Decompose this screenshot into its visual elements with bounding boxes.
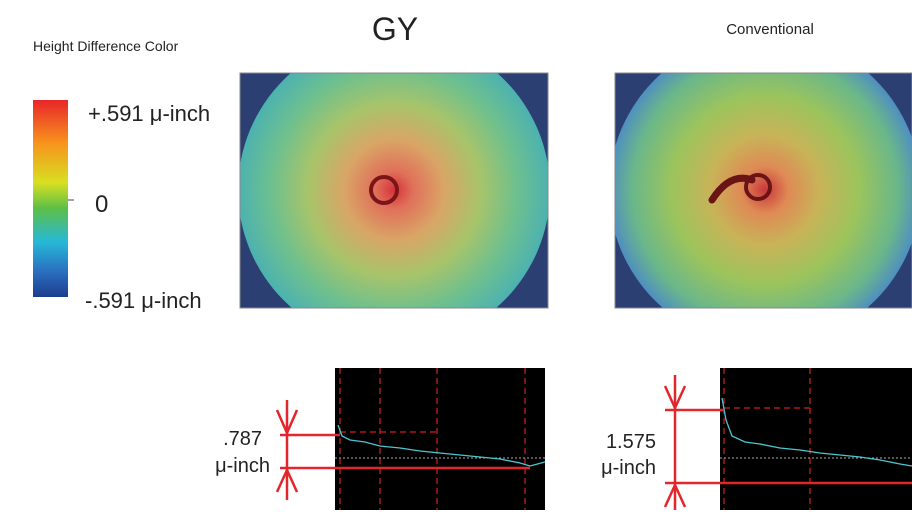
dimension-value: 1.575 [606,431,656,453]
panel-title: GY [372,11,418,47]
legend-title: Height Difference Color [33,38,179,54]
dimension-value: .787 [223,428,262,450]
dimension-unit: μ-inch [215,455,270,477]
scale-mid: 0 [95,191,108,218]
color-scale [33,100,68,297]
scale-min: -.591 μ-inch [85,288,202,313]
page: {"legend": {"title": "Height Difference … [0,0,912,515]
dimension-unit: μ-inch [601,457,656,479]
profile-plot [720,368,912,510]
height-map [609,34,912,346]
scale-max: +.591 μ-inch [88,101,210,126]
profile-plot [335,368,545,510]
figure: Height Difference Color +.591 μ-inch 0 -… [0,0,912,515]
height-map [238,34,550,346]
panel-title: Conventional [726,21,814,38]
